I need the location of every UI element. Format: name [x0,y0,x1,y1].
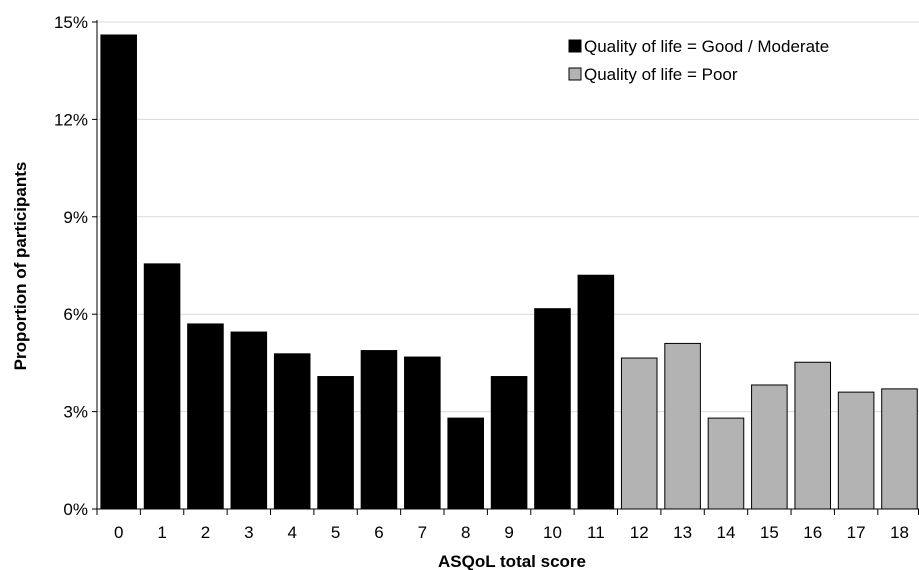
x-tick-label: 2 [201,523,210,542]
x-tick-label: 3 [244,523,253,542]
x-tick-label: 9 [504,523,513,542]
bar-9 [490,376,528,510]
x-tick-label: 4 [287,523,296,542]
x-tick-label: 6 [374,523,383,542]
y-tick-labels: 0% 3% 6% 9% 12% 15% [54,13,88,519]
bar-18 [881,388,918,510]
x-axis-title: ASQoL total score [438,552,586,570]
bar-4 [273,353,311,510]
y-tick-label: 9% [63,208,88,227]
x-tick-label: 13 [673,523,692,542]
x-tick-label: 12 [630,523,649,542]
x-tick-label: 5 [331,523,340,542]
x-tick-labels: 0 1 2 3 4 5 6 7 8 9 10 11 12 13 14 15 16 17 18 [114,523,909,542]
y-tick-label: 12% [54,110,88,129]
x-tick-label: 15 [760,523,779,542]
axes [92,20,919,515]
legend: Quality of life = Good / Moderate Quality… [568,37,829,84]
y-axis-title: Proportion of participants [11,162,30,371]
bars [100,34,918,510]
bar-14 [707,417,745,510]
y-tick-label: 0% [63,500,88,519]
y-tick-label: 15% [54,13,88,32]
bar-15 [751,384,788,510]
bar-12 [620,357,658,510]
x-tick-label: 14 [717,523,736,542]
x-tick-label: 16 [803,523,822,542]
bar-2 [187,323,224,510]
bar-8 [447,417,484,510]
bar-7 [404,356,441,510]
y-tick-label: 3% [63,403,88,422]
bar-3 [230,331,268,510]
bar-16 [794,361,832,510]
x-tick-label: 1 [157,523,166,542]
x-tick-label: 8 [461,523,470,542]
legend-label: Quality of life = Good / Moderate [584,37,829,56]
x-tick-label: 10 [543,523,562,542]
bar-17 [837,391,875,510]
bar-6 [360,350,398,510]
legend-swatch [568,39,582,53]
x-tick-label: 18 [890,523,909,542]
legend-label: Quality of life = Poor [584,65,738,84]
x-tick-label: 11 [587,523,605,542]
bar-5 [317,376,354,510]
x-tick-label: 7 [418,523,427,542]
legend-swatch [568,67,582,81]
bar-11 [577,274,615,510]
x-tick-label: 17 [847,523,866,542]
bar-10 [534,308,571,510]
bar-13 [664,342,701,510]
bar-0 [100,34,137,510]
bar-1 [143,263,181,510]
y-tick-label: 6% [63,305,88,324]
x-tick-label: 0 [114,523,123,542]
